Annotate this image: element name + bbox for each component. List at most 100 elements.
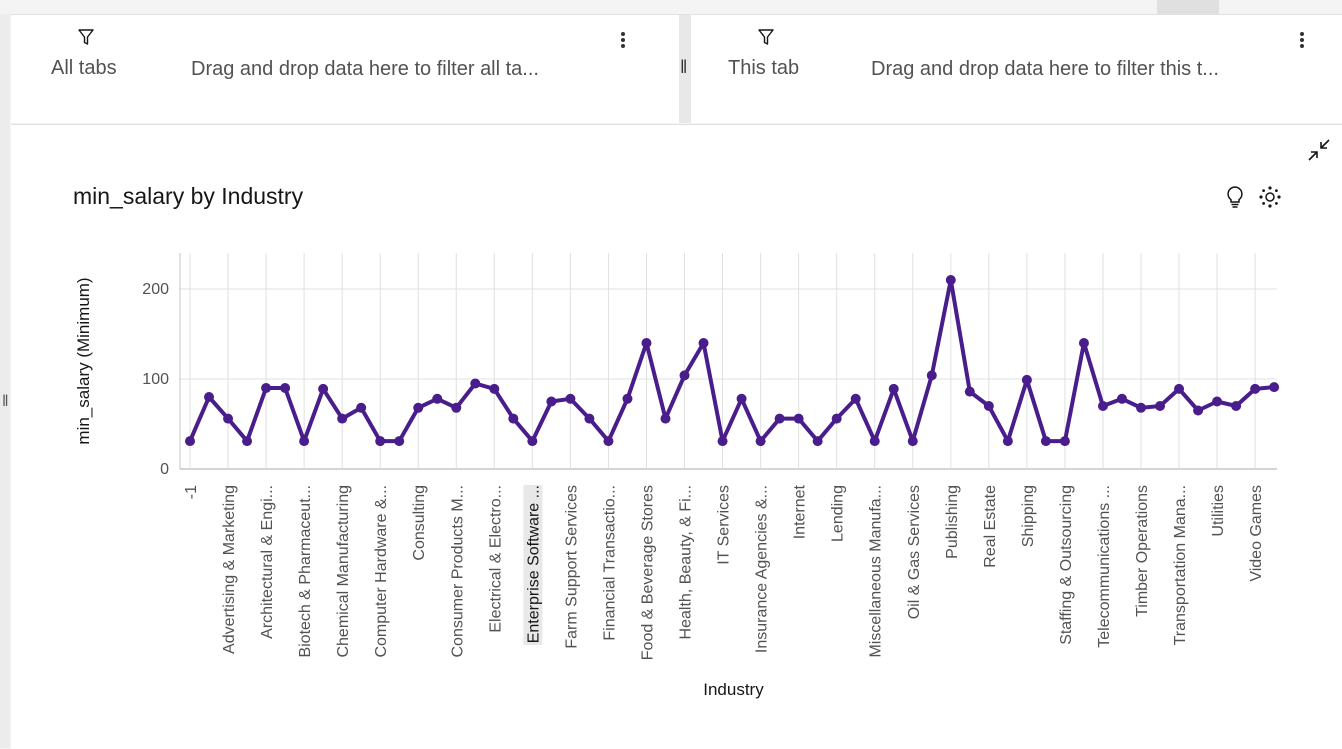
line-chart[interactable]: 0 100 200 -1 Advertising & Marketing Architec… (11, 125, 1342, 745)
data-point[interactable] (926, 370, 937, 381)
x-tick-label[interactable]: IT Services (716, 485, 733, 565)
data-point[interactable] (584, 413, 595, 424)
x-tick-label[interactable]: Timber Operations (1134, 485, 1151, 617)
this-tab-overflow-menu-icon[interactable] (1296, 30, 1308, 50)
data-point[interactable] (356, 402, 367, 413)
data-point[interactable] (337, 413, 348, 424)
x-tick-label[interactable]: Computer Hardware &... (373, 485, 390, 658)
data-point[interactable] (1269, 382, 1280, 393)
data-point[interactable] (888, 383, 899, 394)
x-tick-label[interactable]: Utilities (1210, 485, 1227, 537)
data-point[interactable] (831, 413, 842, 424)
this-tab-drop-zone[interactable]: Drag and drop data here to filter this t… (871, 58, 1219, 80)
data-point[interactable] (565, 393, 576, 404)
data-point[interactable] (242, 436, 253, 447)
data-point[interactable] (1097, 401, 1108, 411)
data-point[interactable] (641, 338, 652, 348)
data-point[interactable] (983, 401, 994, 411)
tab-stub[interactable] (1157, 0, 1219, 14)
x-tick-label[interactable]: Transportation Mana... (1172, 485, 1189, 645)
data-point[interactable] (793, 413, 804, 424)
all-tabs-drop-zone[interactable]: Drag and drop data here to filter all ta… (191, 58, 539, 80)
x-tick-label[interactable]: Consulting (411, 485, 428, 561)
visualization-widget: min_salary by Industry 0 100 200 -1 Advertis… (11, 124, 1342, 749)
data-point[interactable] (603, 436, 614, 447)
x-tick-label[interactable]: Staffing & Outsourcing (1058, 485, 1075, 645)
x-tick-label[interactable]: Publishing (944, 485, 961, 559)
data-point[interactable] (717, 436, 728, 447)
filter-divider[interactable]: ‖ (679, 15, 691, 123)
data-point[interactable] (774, 413, 785, 424)
data-point[interactable] (1078, 338, 1089, 348)
data-point[interactable] (1212, 396, 1223, 407)
data-point[interactable] (850, 393, 861, 404)
data-point[interactable] (1155, 401, 1166, 411)
x-tick-label[interactable]: Food & Beverage Stores (639, 485, 656, 660)
data-point[interactable] (223, 413, 234, 424)
data-point[interactable] (1136, 402, 1146, 413)
x-tick-label[interactable]: Advertising & Marketing (221, 485, 238, 654)
x-tick-label[interactable]: Video Games (1248, 485, 1265, 582)
data-point[interactable] (204, 392, 215, 402)
data-point[interactable] (185, 436, 195, 447)
x-tick-label[interactable]: Shipping (1020, 485, 1037, 547)
data-point[interactable] (546, 396, 557, 407)
lightbulb-icon[interactable] (1221, 183, 1249, 211)
sidebar-resize-handle[interactable]: ‖ (2, 393, 9, 410)
x-tick-label[interactable]: Insurance Agencies &... (754, 485, 771, 653)
data-point[interactable] (1250, 383, 1261, 394)
data-point[interactable] (907, 436, 918, 447)
data-point[interactable] (1002, 436, 1013, 447)
data-point[interactable] (508, 413, 519, 424)
data-point[interactable] (261, 383, 272, 393)
x-tick-label[interactable]: Lending (830, 485, 847, 542)
data-point[interactable] (280, 383, 291, 393)
data-point[interactable] (755, 436, 766, 447)
x-tick-label[interactable]: -1 (183, 485, 200, 499)
minimize-icon[interactable] (1305, 136, 1333, 164)
data-point[interactable] (432, 393, 443, 404)
data-point[interactable] (622, 393, 633, 404)
x-tick-label[interactable]: Internet (792, 484, 809, 539)
all-tabs-overflow-menu-icon[interactable] (617, 30, 629, 50)
x-tick-label[interactable]: Telecommunications ... (1096, 485, 1113, 648)
x-tick-label[interactable]: Electrical & Electro... (487, 485, 504, 633)
data-point[interactable] (1059, 436, 1070, 447)
x-tick-label[interactable]: Consumer Products M... (449, 485, 466, 657)
x-tick-label[interactable]: Chemical Manufacturing (335, 485, 352, 658)
data-point[interactable] (299, 436, 310, 447)
filter-funnel-icon (78, 29, 94, 45)
x-tick-label[interactable]: Architectural & Engi... (259, 485, 276, 639)
data-point[interactable] (964, 386, 975, 397)
data-point[interactable] (1174, 383, 1185, 394)
x-tick-label[interactable]: Real Estate (982, 485, 999, 568)
x-tick-label[interactable]: Biotech & Pharmaceut... (297, 485, 314, 658)
data-point[interactable] (869, 436, 880, 447)
x-tick-label[interactable]: Oil & Gas Services (906, 485, 923, 619)
data-point[interactable] (451, 402, 462, 413)
data-point[interactable] (945, 275, 956, 285)
x-tick-label[interactable]: Enterprise Software ... (525, 485, 542, 643)
data-point[interactable] (698, 338, 709, 348)
x-tick-label[interactable]: Financial Transactio... (601, 485, 618, 641)
data-point[interactable] (1040, 436, 1051, 447)
data-point[interactable] (812, 436, 823, 447)
data-point[interactable] (375, 436, 386, 447)
x-tick-label[interactable]: Miscellaneous Manufa... (868, 485, 885, 658)
x-tick-label[interactable]: Health, Beauty, & Fi... (678, 485, 695, 639)
data-point[interactable] (527, 436, 538, 447)
data-point[interactable] (413, 402, 424, 413)
data-point[interactable] (489, 383, 500, 394)
data-point[interactable] (660, 413, 671, 424)
data-point[interactable] (318, 383, 329, 394)
data-point[interactable] (394, 436, 405, 447)
data-point[interactable] (1193, 405, 1204, 416)
data-point[interactable] (1021, 374, 1032, 385)
data-point[interactable] (736, 393, 747, 404)
data-point[interactable] (470, 378, 481, 389)
data-point[interactable] (1116, 393, 1127, 404)
data-point[interactable] (679, 370, 690, 381)
ai-settings-icon[interactable] (1256, 183, 1284, 211)
data-point[interactable] (1231, 401, 1242, 411)
x-tick-label[interactable]: Farm Support Services (563, 485, 580, 649)
